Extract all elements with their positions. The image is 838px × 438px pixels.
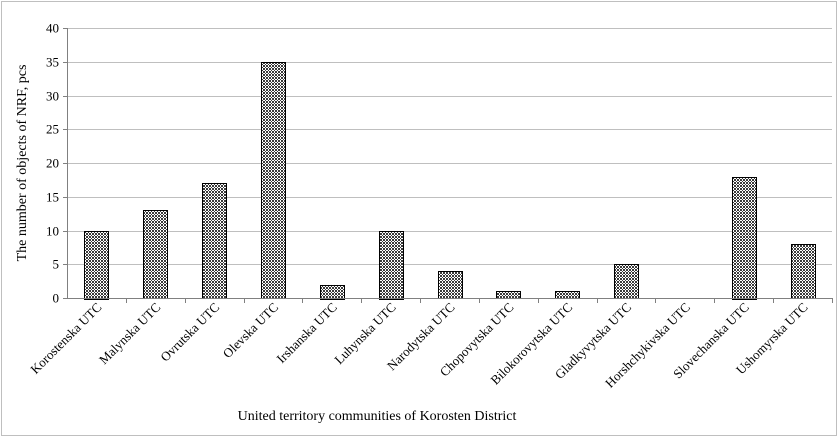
y-axis-label: The number of objects of NRF, pcs (15, 65, 30, 262)
bar-ushomyrska-utc (791, 244, 816, 299)
bar-olevska-utc (261, 62, 286, 299)
y-tick-label: 25 (46, 122, 59, 137)
bar-malynska-utc (143, 210, 168, 299)
bars (84, 62, 816, 300)
y-tick-labels: 0 5 10 15 20 25 30 35 40 (46, 21, 59, 306)
y-tick-label: 40 (46, 21, 59, 36)
x-axis-label: United territory communities of Korosten… (238, 409, 517, 424)
x-tick-label: Malynska UTC (96, 300, 164, 368)
bar-luhynska-utc (379, 231, 404, 300)
y-tick-label: 30 (46, 89, 59, 104)
bar-ovrutska-utc (202, 183, 227, 299)
bar-slovechanska-utc (732, 177, 757, 300)
bar-gladkyvytska-utc (614, 264, 639, 299)
x-tick-label: Irshanska UTC (273, 300, 340, 367)
y-tick-label: 10 (46, 224, 59, 239)
x-tick-label: Olevska UTC (220, 300, 281, 361)
bar-chopovytska-utc (496, 291, 521, 299)
y-tick-label: 15 (46, 190, 59, 205)
y-tick-label: 20 (46, 156, 59, 171)
bar-bilokorovytska-utc (555, 291, 580, 299)
y-tick-label: 0 (53, 291, 60, 306)
x-tick-label: Korostenska UTC (27, 300, 104, 377)
y-tick-label: 5 (53, 257, 60, 272)
axes (63, 28, 833, 303)
x-tick-label: Ovrutska UTC (157, 300, 222, 365)
y-tick-label: 35 (46, 55, 59, 70)
bar-irshanska-utc (320, 285, 345, 300)
gridlines (67, 28, 832, 265)
bar-narodytska-utc (438, 271, 463, 299)
bar-korostenska-utc (84, 231, 109, 300)
